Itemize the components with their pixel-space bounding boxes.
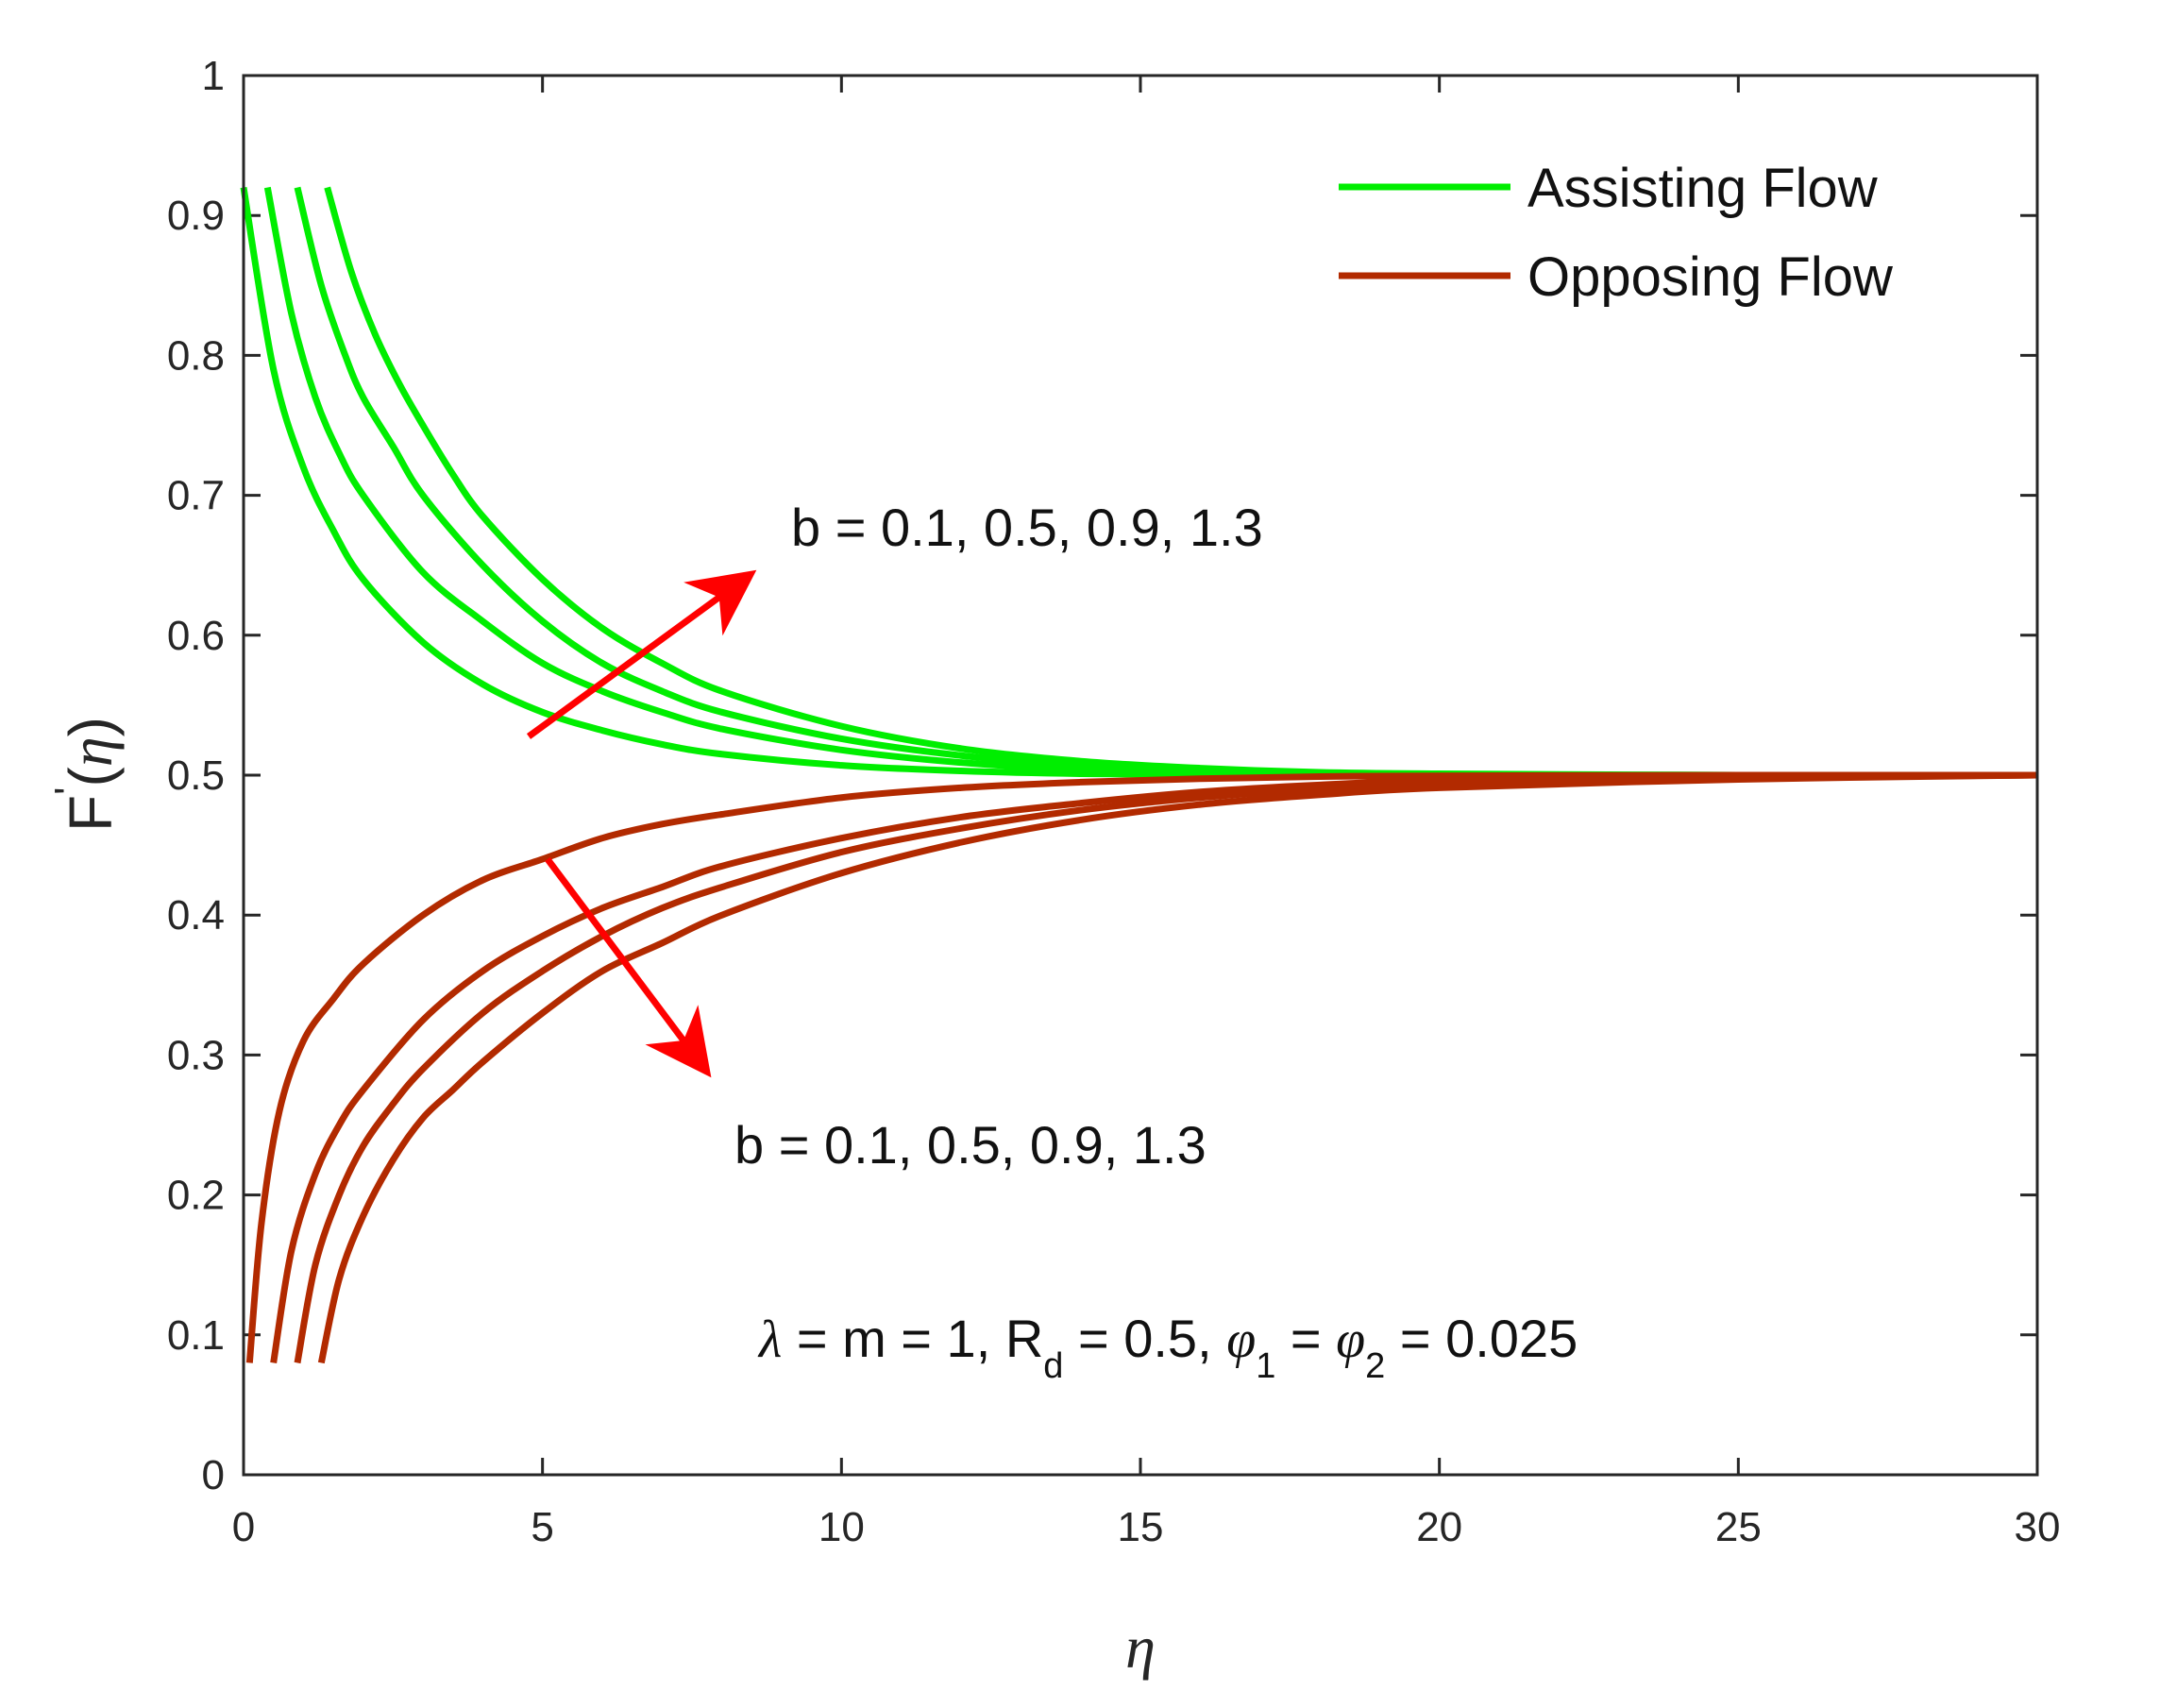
x-tick-label: 25 [1715, 1504, 1762, 1550]
y-label-prime: ' [46, 786, 93, 794]
x-tick-label: 0 [232, 1504, 255, 1550]
param-part1: = m = 1, R [782, 1309, 1043, 1368]
annotation-opposing-b: b = 0.1, 0.5, 0.9, 1.3 [734, 1115, 1207, 1175]
axes-box [242, 74, 2039, 1477]
y-axis-label-text: F'(η) [46, 717, 125, 832]
legend-label-assisting: Assisting Flow [1527, 158, 1879, 219]
x-tick-label: 30 [2015, 1504, 2061, 1550]
y-tick-label: 0.9 [167, 193, 225, 239]
y-label-close: ) [57, 717, 125, 736]
param-lambda: λ [757, 1311, 782, 1369]
param-phi-2: φ [1336, 1311, 1365, 1369]
arrow-opposing-increase [545, 856, 712, 1078]
y-tick-label: 0.7 [167, 473, 225, 519]
arrow-assisting-increase [526, 569, 757, 739]
param-sub-1: 1 [1256, 1346, 1275, 1386]
y-tick-label: 0.5 [167, 753, 225, 799]
legend-label-opposing: Opposing Flow [1527, 246, 1894, 308]
y-axis-label: F'(η) [46, 717, 125, 832]
legend: Assisting Flow Opposing Flow [1339, 158, 1894, 308]
y-label-var: η [58, 736, 125, 767]
x-tick-label: 5 [531, 1504, 553, 1550]
series-line-opposing-b-1-3 [317, 771, 2038, 1364]
param-phi-1: φ [1226, 1311, 1256, 1369]
param-part2: = 0.5, [1063, 1309, 1226, 1368]
y-label-main: F [57, 795, 125, 832]
y-tick-label: 1 [202, 53, 225, 99]
series-line-opposing-b-0-1 [245, 771, 2038, 1363]
y-tick-label: 0.4 [167, 892, 225, 939]
x-tick-label: 15 [1118, 1504, 1164, 1550]
annotation-params: λ = m = 1, Rd = 0.5, φ1 = φ2 = 0.025 [757, 1309, 1578, 1386]
series-line-opposing-b-0-9 [294, 771, 2038, 1364]
param-part4: = 0.025 [1385, 1309, 1578, 1368]
y-tick-label: 0.1 [167, 1312, 225, 1359]
y-label-open: ( [57, 767, 125, 786]
y-tick-label: 0.8 [167, 332, 225, 379]
tick-labels: 0 5 10 15 20 25 30 0 0.1 0.2 0.3 0.4 0.5 0.6 0.7 0.8 0.9… [167, 53, 2061, 1550]
x-tick-label: 10 [818, 1504, 865, 1550]
annotation-assisting-b: b = 0.1, 0.5, 0.9, 1.3 [791, 498, 1263, 557]
x-tick-label: 20 [1416, 1504, 1462, 1550]
y-tick-label: 0.2 [167, 1173, 225, 1219]
y-tick-label: 0 [202, 1452, 225, 1498]
y-tick-label: 0.6 [167, 613, 225, 659]
series-lines [240, 186, 2038, 1364]
param-sub-2: 2 [1365, 1346, 1385, 1386]
x-axis-label: η [1125, 1614, 1156, 1681]
param-part3: = [1275, 1309, 1336, 1368]
param-sub-d: d [1043, 1346, 1063, 1386]
y-tick-label: 0.3 [167, 1032, 225, 1078]
